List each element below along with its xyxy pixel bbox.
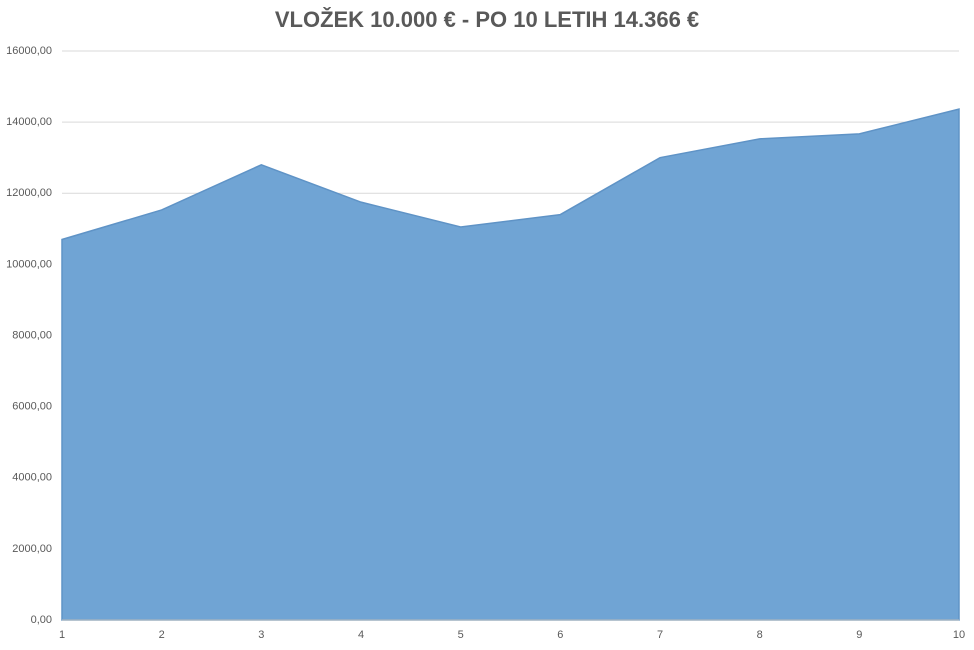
area <box>61 108 960 621</box>
x-tick-label: 5 <box>458 629 464 641</box>
x-tick-label: 8 <box>757 629 763 641</box>
y-tick-label: 2000,00 <box>12 543 52 555</box>
x-tick-label: 10 <box>953 629 965 641</box>
y-tick-label: 16000,00 <box>6 45 52 57</box>
x-tick-label: 1 <box>59 629 65 641</box>
y-tick-label: 14000,00 <box>6 116 52 128</box>
y-tick-label: 0,00 <box>31 614 52 626</box>
y-tick-label: 4000,00 <box>12 472 52 484</box>
y-tick-label: 12000,00 <box>6 187 52 199</box>
x-tick-label: 3 <box>258 629 264 641</box>
y-tick-label: 6000,00 <box>12 401 52 413</box>
y-tick-label: 8000,00 <box>12 329 52 341</box>
x-tick-label: 6 <box>557 629 563 641</box>
y-tick-label: 10000,00 <box>6 258 52 270</box>
x-tick-label: 2 <box>159 629 165 641</box>
x-tick-label: 9 <box>856 629 862 641</box>
x-tick-label: 4 <box>358 629 364 641</box>
x-tick-label: 7 <box>657 629 663 641</box>
chart-title: VLOŽEK 10.000 € - PO 10 LETIH 14.366 € <box>275 7 699 32</box>
